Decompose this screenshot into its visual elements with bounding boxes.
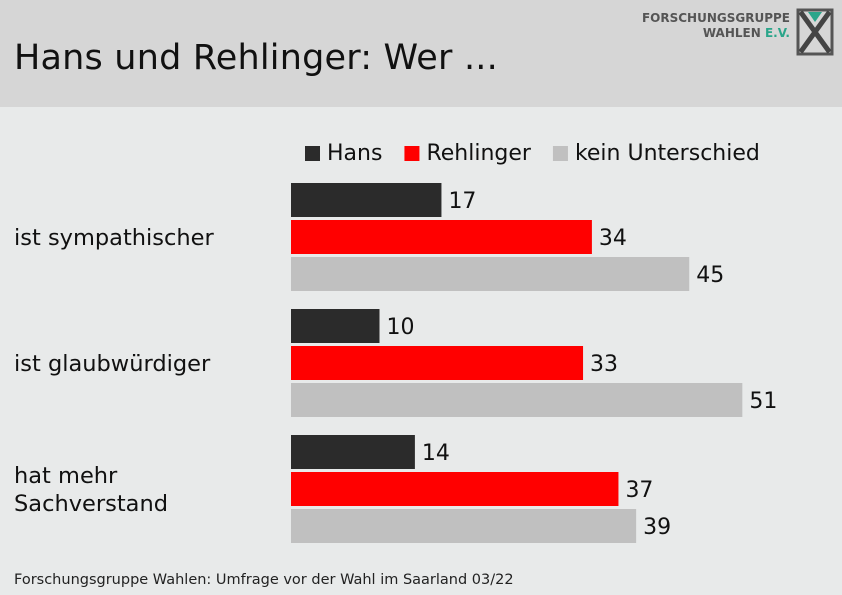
logo-x-mark-icon [796, 8, 834, 56]
bar-1-2 [291, 383, 743, 417]
bar-1-1 [291, 346, 584, 380]
data-label-0-2: 45 [696, 263, 724, 288]
bar-2-1 [291, 472, 619, 506]
data-label-2-2: 39 [643, 515, 671, 540]
logo-line-2: WAHLEN E.V. [642, 26, 790, 41]
data-label-2-0: 14 [422, 441, 450, 466]
data-label-1-2: 51 [749, 389, 777, 414]
bar-1-0 [291, 309, 380, 343]
bar-0-2 [291, 257, 690, 291]
source-note: Forschungsgruppe Wahlen: Umfrage vor der… [14, 572, 514, 588]
logo-line-2-main: WAHLEN [702, 26, 761, 40]
bar-chart: Hans Rehlinger kein Unterschied 17 34 45 ist s… [14, 141, 777, 543]
legend-swatch-0 [305, 146, 320, 161]
bar-2-2 [291, 509, 637, 543]
data-label-0-1: 34 [599, 226, 627, 251]
header-band: Hans und Rehlinger: Wer ... FORSCHUNGSGR… [0, 0, 842, 107]
bar-0-1 [291, 220, 592, 254]
logo-line-2-suffix: E.V. [764, 26, 790, 40]
data-label-2-1: 37 [625, 478, 653, 503]
category-label-2-1: Sachverstand [14, 491, 168, 517]
logo-text: FORSCHUNGSGRUPPE WAHLEN E.V. [642, 11, 790, 41]
bar-2-0 [291, 435, 415, 469]
page-title: Hans und Rehlinger: Wer ... [14, 38, 498, 78]
data-label-1-1: 33 [590, 352, 618, 377]
legend-swatch-2 [552, 146, 568, 161]
category-label-2-0: hat mehr [14, 463, 118, 489]
logo-line-1: FORSCHUNGSGRUPPE [641, 11, 790, 25]
legend-label-0: Hans [327, 141, 382, 166]
legend-swatch-1 [404, 146, 420, 161]
data-label-0-0: 17 [448, 189, 476, 214]
legend-label-2: kein Unterschied [575, 141, 760, 166]
category-label-0-0: ist sympathischer [14, 225, 215, 251]
legend-label-1: Rehlinger [426, 141, 531, 166]
bar-0-0 [291, 183, 442, 217]
data-label-1-0: 10 [387, 315, 415, 340]
category-label-1-0: ist glaubwürdiger [14, 351, 211, 377]
logo: FORSCHUNGSGRUPPE WAHLEN E.V. [642, 8, 834, 56]
